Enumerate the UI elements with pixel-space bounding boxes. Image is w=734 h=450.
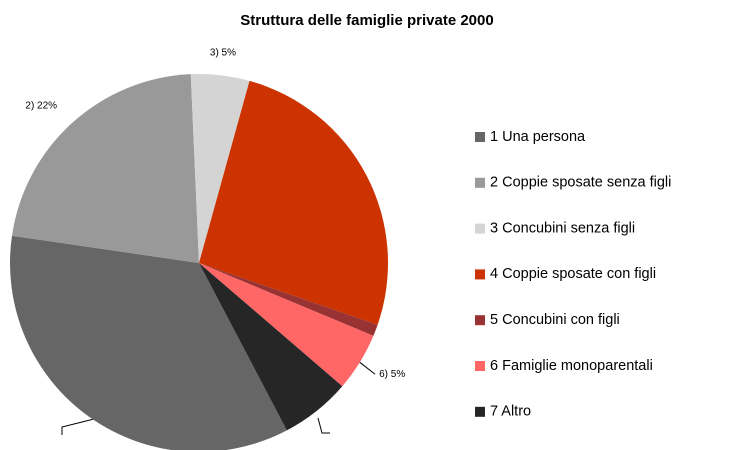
legend-swatch: [475, 223, 485, 234]
pie-slice: [199, 263, 374, 387]
legend-swatch: [475, 361, 485, 371]
pie-slice: [199, 263, 378, 336]
leader-line: [61, 417, 99, 435]
legend-label: 1 Una persona: [490, 129, 586, 145]
legend-swatch: [475, 269, 485, 280]
legend-label: 3 Concubini senza figli: [490, 220, 635, 236]
pie-slice: [199, 263, 343, 431]
legend-label: 7 Altro: [490, 404, 531, 420]
data-label: 3) 5%: [210, 47, 236, 58]
chart-title: Struttura delle famiglie private 2000: [240, 12, 493, 29]
legend-swatch: [475, 132, 485, 142]
legend-swatch: [475, 177, 485, 188]
leader-line: [359, 361, 376, 375]
pie-slice: [190, 74, 250, 263]
pie-slice: [10, 235, 287, 450]
leader-line: [317, 417, 330, 434]
data-label: 2) 22%: [25, 101, 57, 112]
legend-swatch: [475, 315, 485, 326]
legend-swatch: [475, 406, 485, 417]
legend-label: 6 Famiglie monoparentali: [490, 358, 653, 374]
legend-label: 5 Concubini con figli: [490, 312, 620, 328]
pie-slice: [11, 74, 199, 263]
legend-label: 2 Coppie sposate senza figli: [490, 175, 671, 191]
data-label: 6) 5%: [379, 369, 405, 380]
legend-label: 4 Coppie sposate con figli: [490, 266, 656, 282]
pie-slice: [199, 80, 388, 325]
